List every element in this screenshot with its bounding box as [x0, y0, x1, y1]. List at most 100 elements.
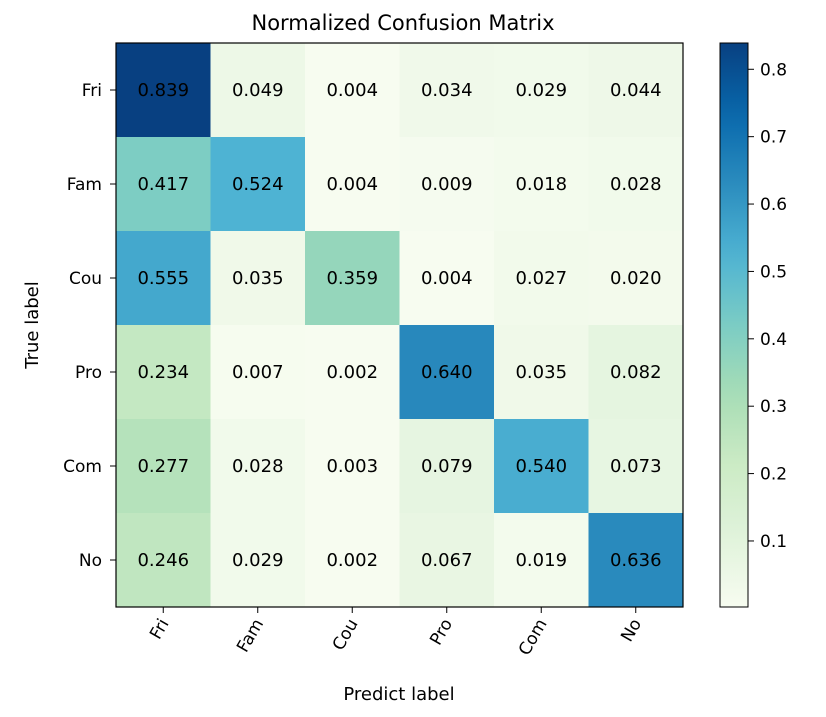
heatmap-cell: [210, 419, 306, 514]
colorbar-tick-label: 0.4: [760, 330, 787, 350]
heatmap-cell: [494, 325, 589, 420]
heatmap-cell: [399, 137, 495, 232]
cell-value-label: 0.044: [610, 80, 662, 101]
cell-value-label: 0.277: [137, 456, 189, 477]
y-axis-ticks: Fri Fam Cou Pro Com No: [63, 81, 116, 571]
heatmap-cell: [305, 513, 400, 608]
cell-value-label: 0.524: [232, 174, 284, 195]
cell-value-label: 0.082: [610, 362, 662, 383]
heatmap-cell: [305, 419, 400, 514]
cell-value-label: 0.417: [137, 174, 189, 195]
cell-value-label: 0.246: [137, 550, 189, 571]
y-tick-label: Cou: [69, 269, 102, 289]
heatmap-cell: [305, 43, 400, 138]
cell-value-label: 0.018: [515, 174, 567, 195]
heatmap-cell: [588, 43, 684, 138]
colorbar-tick-label: 0.7: [760, 128, 787, 148]
y-tick-label: Fri: [82, 81, 102, 101]
cell-value-label: 0.234: [137, 362, 189, 383]
heatmap-cell: [399, 43, 495, 138]
cell-value-label: 0.029: [515, 80, 567, 101]
chart-title: Normalized Confusion Matrix: [251, 11, 554, 35]
cell-value-label: 0.004: [326, 80, 378, 101]
cell-value-label: 0.359: [326, 268, 378, 289]
y-axis-label: True label: [22, 281, 43, 370]
cell-value-label: 0.003: [326, 456, 378, 477]
colorbar-tick-label: 0.8: [760, 60, 787, 80]
heatmap-cells: 0.839 0.049 0.004 0.034 0.029 0.044 0.417 0.524…: [116, 43, 684, 608]
cell-value-label: 0.028: [232, 456, 284, 477]
colorbar-tick-label: 0.3: [760, 397, 787, 417]
y-tick-label: Pro: [75, 363, 102, 383]
heatmap-cell: [210, 43, 306, 138]
cell-value-label: 0.636: [610, 550, 662, 571]
heatmap-cell: [116, 43, 211, 138]
heatmap-cell: [116, 231, 211, 326]
heatmap-cell: [588, 231, 684, 326]
heatmap-cell: [494, 513, 589, 608]
cell-value-label: 0.079: [421, 456, 473, 477]
heatmap-cell: [494, 43, 589, 138]
heatmap-cell: [588, 325, 684, 420]
y-tick-label: Fam: [67, 175, 102, 195]
heatmap-cell: [399, 513, 495, 608]
colorbar-tick-label: 0.1: [760, 532, 787, 552]
plot-frame: [115, 42, 684, 608]
cell-value-label: 0.034: [421, 80, 473, 101]
cell-value-label: 0.035: [515, 362, 567, 383]
x-axis-ticks: Fri Fam Cou Pro Com No: [146, 607, 646, 659]
heatmap-cell: [399, 231, 495, 326]
heatmap-cell: [210, 137, 306, 232]
x-tick-label: Fam: [233, 616, 268, 656]
cell-value-label: 0.029: [232, 550, 284, 571]
heatmap-cell: [494, 419, 589, 514]
cell-value-label: 0.640: [421, 362, 473, 383]
cell-value-label: 0.027: [515, 268, 567, 289]
cell-value-label: 0.002: [326, 362, 378, 383]
heatmap-cell: [210, 325, 306, 420]
cell-value-label: 0.028: [610, 174, 662, 195]
cell-value-label: 0.020: [610, 268, 662, 289]
heatmap-cell: [494, 137, 589, 232]
heatmap-cell: [588, 513, 684, 608]
cell-value-label: 0.540: [515, 456, 567, 477]
x-tick-label: Fri: [146, 616, 173, 644]
x-tick-label: Com: [515, 616, 552, 660]
heatmap-cell: [305, 137, 400, 232]
y-tick-label: Com: [63, 457, 102, 477]
cell-value-label: 0.073: [610, 456, 662, 477]
heatmap-cell: [588, 419, 684, 514]
cell-value-label: 0.839: [137, 80, 189, 101]
cell-value-label: 0.004: [326, 174, 378, 195]
heatmap-cell: [494, 231, 589, 326]
heatmap-cell: [116, 513, 211, 608]
heatmap-cell: [116, 419, 211, 514]
x-tick-label: Pro: [426, 616, 457, 649]
heatmap-cell: [588, 137, 684, 232]
cell-value-label: 0.067: [421, 550, 473, 571]
heatmap-cell: [399, 419, 495, 514]
heatmap-cell: [305, 231, 400, 326]
heatmap-cell: [116, 137, 211, 232]
cell-value-label: 0.019: [515, 550, 567, 571]
heatmap-cell: [210, 513, 306, 608]
x-axis-label: Predict label: [343, 684, 454, 705]
colorbar-tick-label: 0.2: [760, 465, 787, 485]
cell-value-label: 0.009: [421, 174, 473, 195]
colorbar: [719, 42, 749, 608]
colorbar-tick-label: 0.6: [760, 195, 787, 215]
cell-value-label: 0.004: [421, 268, 473, 289]
heatmap-cell: [116, 325, 211, 420]
colorbar-tick-label: 0.5: [760, 262, 787, 282]
y-tick-label: No: [79, 551, 102, 571]
colorbar-ticks: 0.1 0.2 0.3 0.4 0.5 0.6 0.7 0.8: [748, 60, 787, 552]
x-tick-label: Cou: [329, 616, 363, 655]
cell-value-label: 0.035: [232, 268, 284, 289]
heatmap-cell: [399, 325, 495, 420]
x-tick-label: No: [617, 616, 646, 646]
cell-value-label: 0.007: [232, 362, 284, 383]
cell-value-label: 0.049: [232, 80, 284, 101]
heatmap-cell: [210, 231, 306, 326]
heatmap-cell: [305, 325, 400, 420]
